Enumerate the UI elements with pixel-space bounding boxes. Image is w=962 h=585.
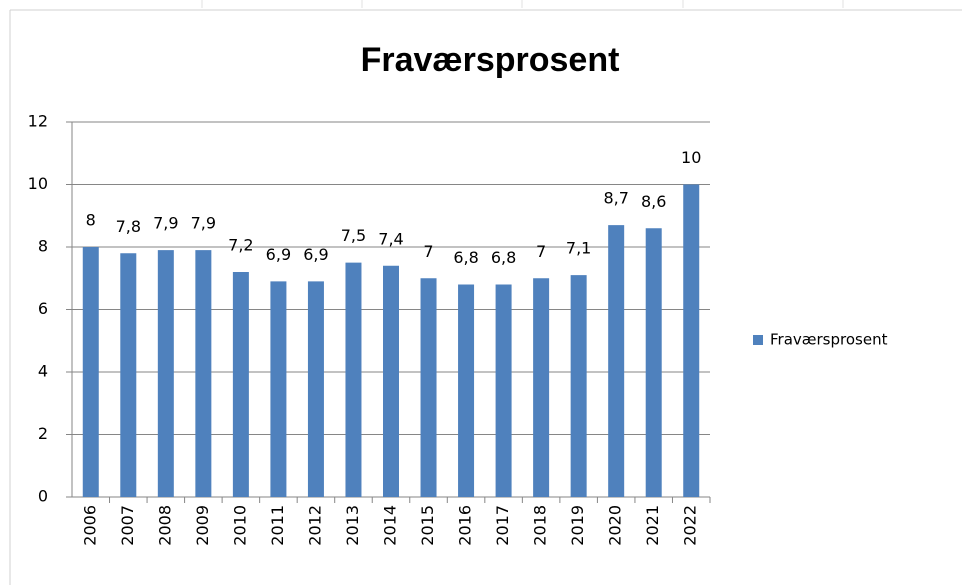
y-tick-label: 8 (38, 237, 48, 256)
x-tick-label: 2009 (193, 505, 212, 546)
bar (232, 272, 249, 497)
chart-title: Fraværsprosent (361, 41, 620, 79)
data-label: 6,9 (303, 245, 328, 264)
bar (608, 225, 625, 497)
x-tick-label: 2008 (155, 505, 174, 546)
x-tick-label: 2019 (568, 505, 587, 546)
x-tick-label: 2014 (381, 505, 400, 546)
x-tick-label: 2015 (418, 505, 437, 546)
y-tick-label: 4 (38, 362, 48, 381)
bar (307, 281, 324, 497)
legend-label: Fraværsprosent (770, 331, 888, 349)
x-tick-label: 2022 (681, 505, 700, 546)
data-label: 7,5 (341, 226, 366, 245)
data-label: 6,8 (491, 248, 516, 267)
legend-swatch (753, 335, 763, 345)
x-tick-label: 2017 (493, 505, 512, 546)
data-label: 7 (423, 242, 433, 261)
x-tick-label: 2021 (643, 505, 662, 546)
bar (120, 253, 137, 497)
data-label: 6,9 (266, 245, 291, 264)
bar (645, 228, 662, 497)
y-tick-label: 6 (38, 299, 48, 318)
data-label: 8,7 (603, 189, 628, 208)
bar (570, 275, 587, 497)
x-tick-label: 2006 (80, 505, 99, 546)
data-label: 7,4 (378, 229, 403, 248)
x-tick-label: 2007 (118, 505, 137, 546)
data-label: 7,8 (116, 217, 141, 236)
data-label: 7,9 (153, 214, 178, 233)
x-tick-label: 2010 (230, 505, 249, 546)
bar (157, 250, 174, 497)
data-label: 8 (86, 211, 96, 230)
bar (383, 265, 399, 497)
y-tick-label: 2 (38, 424, 48, 443)
data-label: 7 (536, 242, 546, 261)
data-label: 7,9 (191, 214, 216, 233)
x-tick-label: 2020 (606, 505, 625, 546)
y-tick-label: 10 (28, 174, 48, 193)
bar (495, 284, 512, 497)
x-tick-label: 2012 (305, 505, 324, 546)
x-tick-label: 2016 (456, 505, 475, 546)
y-tick-label: 0 (38, 487, 48, 506)
data-label: 10 (681, 148, 701, 167)
bar (420, 278, 437, 497)
bar (82, 247, 99, 497)
data-label: 7,2 (228, 236, 253, 255)
data-label: 6,8 (453, 248, 478, 267)
bar (195, 250, 212, 497)
x-tick-label: 2011 (268, 505, 287, 546)
bar (270, 281, 287, 497)
x-tick-label: 2013 (343, 505, 362, 546)
bar (533, 278, 550, 497)
data-label: 8,6 (641, 192, 666, 211)
data-label: 7,1 (566, 239, 591, 258)
bar (458, 284, 475, 497)
y-tick-label: 12 (28, 112, 48, 131)
x-tick-label: 2018 (531, 505, 550, 546)
bar (345, 262, 362, 497)
bar (683, 184, 700, 497)
